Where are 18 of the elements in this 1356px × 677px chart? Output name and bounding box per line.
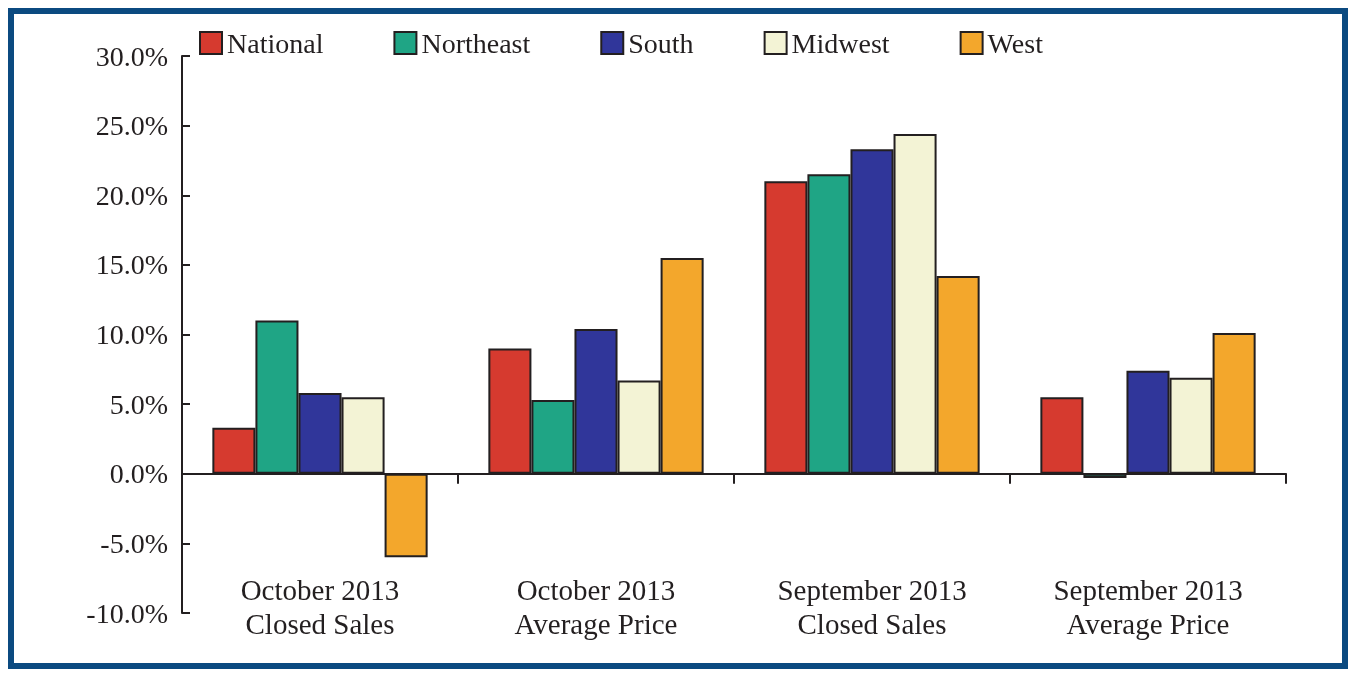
y-tick-label: 15.0%: [95, 249, 168, 281]
y-tick-label: 25.0%: [95, 110, 168, 142]
y-tick-label: 0.0%: [109, 458, 168, 490]
y-tick-label: 10.0%: [95, 319, 168, 350]
y-tick-label: 5.0%: [109, 388, 168, 420]
y-tick-label: -5.0%: [100, 527, 168, 559]
legend-label: West: [987, 27, 1044, 59]
x-tick-label: October 2013 Closed Sales: [240, 574, 400, 640]
x-tick-label: October 2013 Average Price: [514, 574, 678, 640]
y-tick-label: 30.0%: [95, 40, 168, 72]
legend-label: Midwest: [791, 27, 890, 59]
legend-label: Northeast: [421, 27, 531, 59]
y-tick-label: -10.0%: [86, 597, 168, 629]
legend-label: South: [628, 27, 694, 59]
y-tick-label: 20.0%: [95, 179, 168, 211]
legend-label: National: [227, 27, 324, 59]
x-tick-label: September 2013 Average Price: [1053, 574, 1243, 640]
x-tick-label: September 2013 Closed Sales: [777, 574, 967, 640]
